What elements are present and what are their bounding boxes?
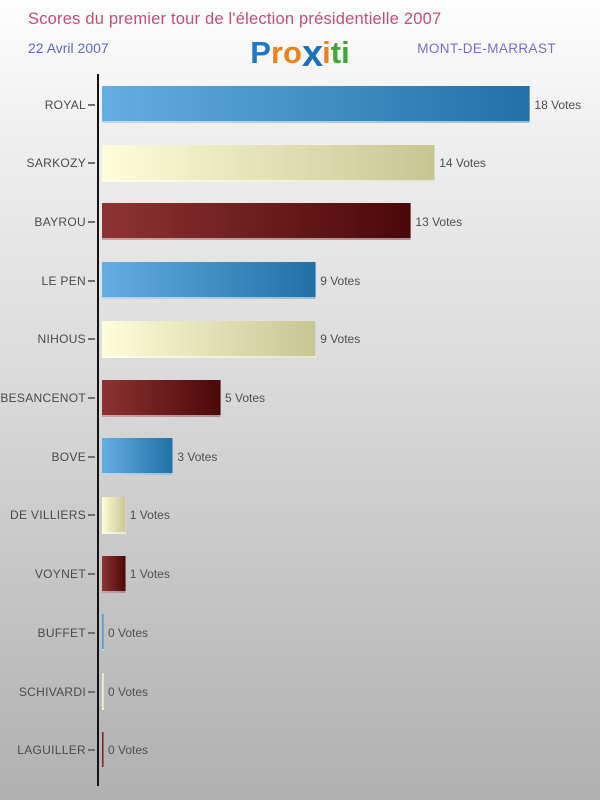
vote-bar	[102, 144, 436, 182]
vote-bar	[102, 379, 221, 417]
logo-letter: i	[322, 35, 331, 70]
chart-title: Scores du premier tour de l'élection pré…	[28, 10, 442, 28]
axis-tick	[88, 514, 95, 517]
candidate-label: BAYROU	[34, 214, 86, 229]
candidate-label: NIHOUS	[37, 332, 86, 347]
axis-tick	[88, 220, 95, 223]
proxiti-logo: Proxiti	[250, 33, 350, 75]
vote-bar	[102, 614, 104, 652]
axis-tick	[88, 631, 95, 634]
y-axis-line	[97, 74, 99, 786]
chart-row: LE PEN 9 Votes	[0, 262, 600, 300]
vote-count-label: 14 Votes	[439, 156, 486, 171]
vote-count-label: 3 Votes	[177, 449, 218, 464]
vote-bar	[102, 86, 531, 123]
vote-bar	[102, 320, 317, 358]
logo-letter: r	[270, 35, 284, 70]
commune-name: MONT-DE-MARRAST	[417, 41, 556, 56]
chart-row: BAYROU 13 Votes	[0, 203, 600, 241]
vote-count-label: 1 Votes	[129, 567, 170, 582]
candidate-label: ROYAL	[44, 97, 86, 112]
candidate-label: BOVE	[51, 449, 86, 464]
vote-count-label: 0 Votes	[108, 684, 149, 699]
vote-bar	[102, 731, 104, 769]
vote-count-label: 0 Votes	[108, 743, 149, 758]
candidate-label: DE VILLIERS	[10, 508, 86, 523]
axis-tick	[88, 397, 95, 399]
candidate-label: LE PEN	[41, 273, 86, 288]
chart-row: NIHOUS 9 Votes	[0, 320, 600, 358]
vote-bar	[102, 203, 412, 241]
vote-bar	[102, 673, 104, 710]
axis-tick	[88, 279, 95, 282]
axis-tick	[88, 573, 95, 576]
logo-letter: o	[283, 35, 302, 70]
axis-tick	[88, 749, 95, 752]
candidate-label: SARKOZY	[26, 156, 86, 171]
chart-row: BESANCENOT 5 Votes	[0, 379, 600, 417]
vote-bar	[102, 438, 174, 476]
axis-tick	[88, 338, 95, 341]
chart-row: LAGUILLER 0 Votes	[0, 731, 600, 769]
election-date: 22 Avril 2007	[28, 40, 109, 56]
vote-bar	[102, 555, 126, 593]
vote-count-label: 0 Votes	[108, 625, 149, 640]
candidate-label: VOYNET	[34, 567, 86, 582]
vote-count-label: 9 Votes	[320, 273, 361, 288]
axis-tick	[88, 455, 95, 458]
chart-row: BOVE 3 Votes	[0, 438, 600, 476]
logo-letter: t	[330, 35, 342, 70]
chart-row: SARKOZY 14 Votes	[0, 144, 600, 182]
candidate-label: BUFFET	[37, 625, 86, 640]
vote-bar	[102, 262, 317, 300]
logo-letter: x	[301, 33, 323, 75]
axis-tick	[88, 162, 95, 165]
candidate-label: SCHIVARDI	[18, 684, 86, 699]
chart-row: VOYNET 1 Votes	[0, 555, 600, 593]
logo-letter: P	[250, 35, 271, 70]
vote-count-label: 5 Votes	[225, 391, 266, 405]
chart-row: SCHIVARDI 0 Votes	[0, 673, 600, 710]
vote-count-label: 18 Votes	[534, 97, 582, 112]
chart-row: DE VILLIERS 1 Votes	[0, 496, 600, 534]
vote-count-label: 1 Votes	[129, 508, 170, 523]
logo-letter: i	[341, 35, 350, 70]
vote-bar	[102, 496, 126, 534]
chart-row: ROYAL 18 Votes	[0, 86, 600, 123]
vote-count-label: 9 Votes	[320, 332, 361, 347]
axis-tick	[88, 103, 95, 106]
candidate-label: BESANCENOT	[0, 391, 86, 405]
chart-row: BUFFET 0 Votes	[0, 614, 600, 652]
candidate-label: LAGUILLER	[17, 743, 86, 758]
vote-count-label: 13 Votes	[415, 214, 463, 229]
axis-tick	[88, 690, 95, 693]
